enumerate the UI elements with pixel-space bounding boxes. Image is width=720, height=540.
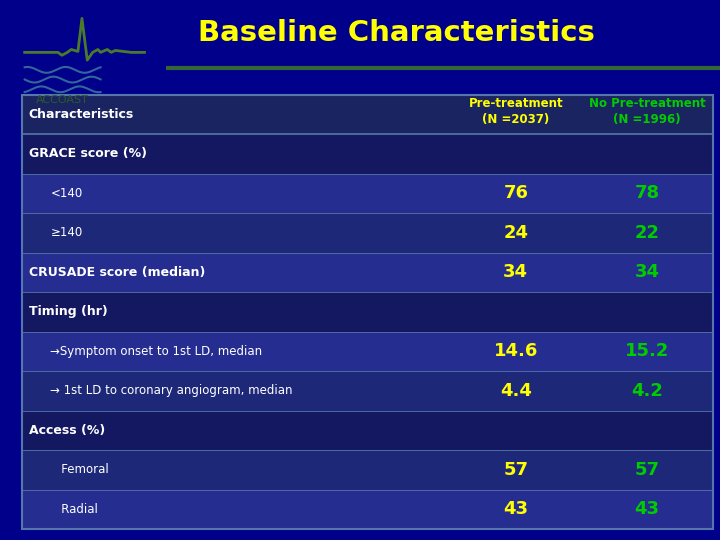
Bar — [22, 490, 713, 529]
Bar — [22, 94, 713, 134]
Text: Timing (hr): Timing (hr) — [29, 305, 107, 319]
Bar — [22, 450, 713, 490]
Text: →Symptom onset to 1st LD, median: →Symptom onset to 1st LD, median — [50, 345, 263, 358]
Text: 15.2: 15.2 — [625, 342, 670, 360]
Bar — [22, 213, 713, 253]
Text: Radial: Radial — [50, 503, 98, 516]
Bar — [22, 292, 713, 332]
Text: 43: 43 — [634, 501, 660, 518]
Text: 76: 76 — [503, 184, 528, 202]
Text: 43: 43 — [503, 501, 528, 518]
Text: 4.2: 4.2 — [631, 382, 663, 400]
Text: → 1st LD to coronary angiogram, median: → 1st LD to coronary angiogram, median — [50, 384, 293, 397]
Text: <140: <140 — [50, 187, 83, 200]
Text: Femoral: Femoral — [50, 463, 109, 476]
Bar — [22, 332, 713, 371]
Text: 14.6: 14.6 — [494, 342, 538, 360]
Text: 24: 24 — [503, 224, 528, 242]
Text: CRUSADE score (median): CRUSADE score (median) — [29, 266, 205, 279]
Text: 57: 57 — [503, 461, 528, 479]
Text: Baseline Characteristics: Baseline Characteristics — [197, 19, 595, 47]
Text: 4.4: 4.4 — [500, 382, 532, 400]
Bar — [22, 94, 713, 529]
Text: 22: 22 — [634, 224, 660, 242]
Text: 57: 57 — [634, 461, 660, 479]
Bar — [22, 371, 713, 410]
Bar — [22, 173, 713, 213]
Text: Access (%): Access (%) — [29, 424, 105, 437]
Bar — [22, 134, 713, 173]
Text: 34: 34 — [503, 264, 528, 281]
Text: GRACE score (%): GRACE score (%) — [29, 147, 147, 160]
Text: 78: 78 — [634, 184, 660, 202]
Text: ≥140: ≥140 — [50, 226, 83, 239]
Bar — [22, 410, 713, 450]
Text: Characteristics: Characteristics — [29, 108, 134, 121]
Text: ACCOAST: ACCOAST — [35, 95, 89, 105]
Bar — [22, 253, 713, 292]
Text: No Pre-treatment
(N =1996): No Pre-treatment (N =1996) — [589, 97, 706, 126]
Text: Pre-treatment
(N =2037): Pre-treatment (N =2037) — [469, 97, 563, 126]
Text: 34: 34 — [634, 264, 660, 281]
